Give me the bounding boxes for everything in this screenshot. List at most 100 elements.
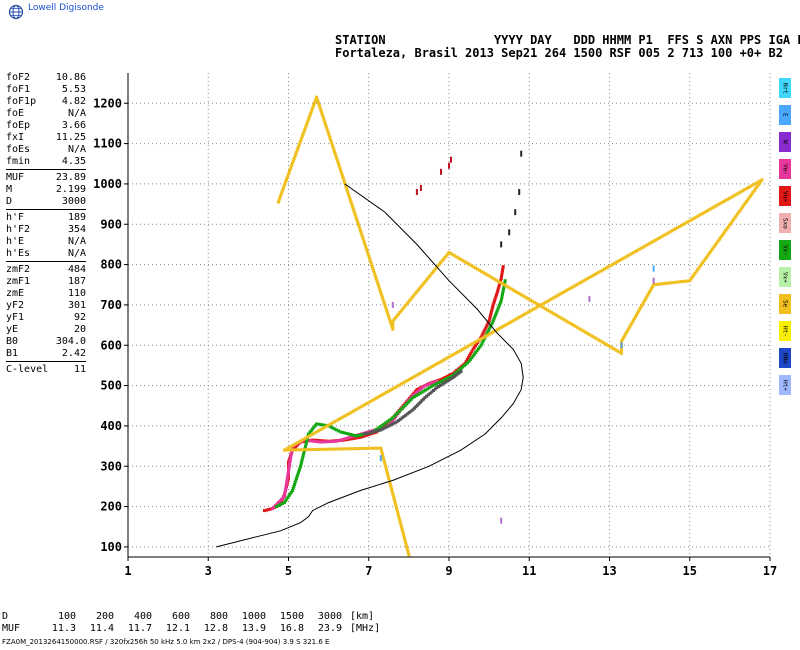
data-point bbox=[432, 388, 436, 392]
data-point bbox=[333, 427, 337, 431]
data-point bbox=[451, 376, 455, 380]
data-point bbox=[343, 181, 347, 185]
data-point bbox=[527, 297, 531, 301]
data-point bbox=[501, 267, 505, 271]
data-point bbox=[294, 151, 298, 155]
data-point bbox=[324, 122, 328, 126]
data-point bbox=[702, 210, 706, 214]
data-point bbox=[297, 143, 301, 147]
data-point bbox=[534, 301, 538, 305]
data-point bbox=[312, 425, 316, 429]
data-point bbox=[474, 340, 478, 344]
data-point bbox=[693, 272, 697, 276]
data-point bbox=[389, 487, 393, 491]
data-point bbox=[285, 481, 289, 485]
data-point bbox=[304, 443, 308, 447]
data-point bbox=[323, 120, 327, 124]
data-point bbox=[470, 342, 474, 346]
data-point bbox=[321, 440, 325, 444]
data-point bbox=[315, 97, 319, 101]
data-point bbox=[430, 365, 434, 369]
data-point bbox=[689, 218, 693, 222]
data-point bbox=[695, 268, 699, 272]
data-point bbox=[684, 279, 688, 283]
data-point bbox=[732, 217, 736, 221]
data-point bbox=[409, 297, 413, 301]
data-point bbox=[523, 295, 527, 299]
data-point bbox=[309, 433, 313, 437]
data-point bbox=[472, 352, 476, 356]
data-point bbox=[300, 448, 304, 452]
data-point bbox=[492, 301, 496, 305]
data-point bbox=[664, 232, 668, 236]
data-point bbox=[585, 331, 589, 335]
data-point bbox=[357, 447, 361, 451]
data-point bbox=[451, 374, 455, 377]
data-point bbox=[494, 278, 498, 282]
data-point bbox=[353, 212, 357, 216]
data-point bbox=[734, 214, 738, 218]
data-point bbox=[342, 179, 346, 183]
data-point bbox=[369, 399, 373, 403]
data-point bbox=[358, 227, 362, 231]
data-point bbox=[432, 269, 436, 273]
data-point bbox=[313, 447, 317, 451]
param-row: h'E N/A bbox=[6, 236, 86, 248]
data-point bbox=[339, 430, 343, 434]
data-point bbox=[376, 426, 380, 430]
data-point bbox=[475, 349, 479, 353]
data-point bbox=[328, 135, 332, 139]
data-point bbox=[386, 472, 390, 476]
data-point bbox=[384, 465, 388, 469]
data-point bbox=[379, 446, 383, 450]
data-point bbox=[382, 392, 386, 396]
data-point bbox=[488, 315, 492, 319]
data-point bbox=[387, 317, 391, 321]
data-point bbox=[406, 412, 410, 416]
data-point bbox=[294, 442, 298, 446]
data-point bbox=[285, 175, 289, 179]
data-point bbox=[454, 373, 458, 377]
data-point bbox=[465, 361, 469, 365]
data-point bbox=[354, 436, 358, 440]
data-point bbox=[662, 233, 666, 237]
data-point bbox=[428, 391, 432, 395]
data-point bbox=[347, 193, 351, 197]
data-point bbox=[716, 203, 720, 207]
data-point bbox=[744, 199, 748, 203]
data-point bbox=[445, 356, 449, 360]
data-point bbox=[645, 243, 649, 247]
data-point bbox=[383, 302, 387, 306]
data-point bbox=[739, 190, 743, 194]
muf-distance: 3000 bbox=[317, 611, 342, 622]
data-point bbox=[459, 366, 463, 370]
data-point bbox=[384, 391, 388, 395]
data-point bbox=[710, 248, 714, 252]
data-point bbox=[468, 358, 472, 362]
data-point bbox=[425, 278, 429, 282]
data-point bbox=[378, 287, 382, 291]
data-point bbox=[294, 445, 298, 449]
data-point bbox=[500, 282, 504, 286]
data-point bbox=[366, 446, 370, 450]
data-point bbox=[305, 435, 309, 439]
data-point bbox=[453, 374, 457, 378]
param-divider bbox=[6, 169, 86, 170]
data-point bbox=[476, 347, 480, 351]
param-row: MUF 23.89 bbox=[6, 172, 86, 184]
data-point bbox=[392, 386, 396, 390]
data-point bbox=[656, 236, 660, 240]
data-point bbox=[464, 362, 468, 366]
param-divider bbox=[6, 361, 86, 362]
data-point bbox=[547, 298, 551, 302]
data-point bbox=[539, 303, 543, 307]
data-point bbox=[593, 336, 597, 340]
data-point bbox=[737, 191, 741, 195]
data-point bbox=[752, 189, 756, 193]
param-value: 301 bbox=[67, 300, 86, 311]
data-point bbox=[335, 158, 339, 162]
data-point bbox=[296, 147, 300, 151]
data-point bbox=[706, 208, 710, 212]
data-point bbox=[687, 219, 691, 223]
data-point bbox=[421, 397, 425, 401]
